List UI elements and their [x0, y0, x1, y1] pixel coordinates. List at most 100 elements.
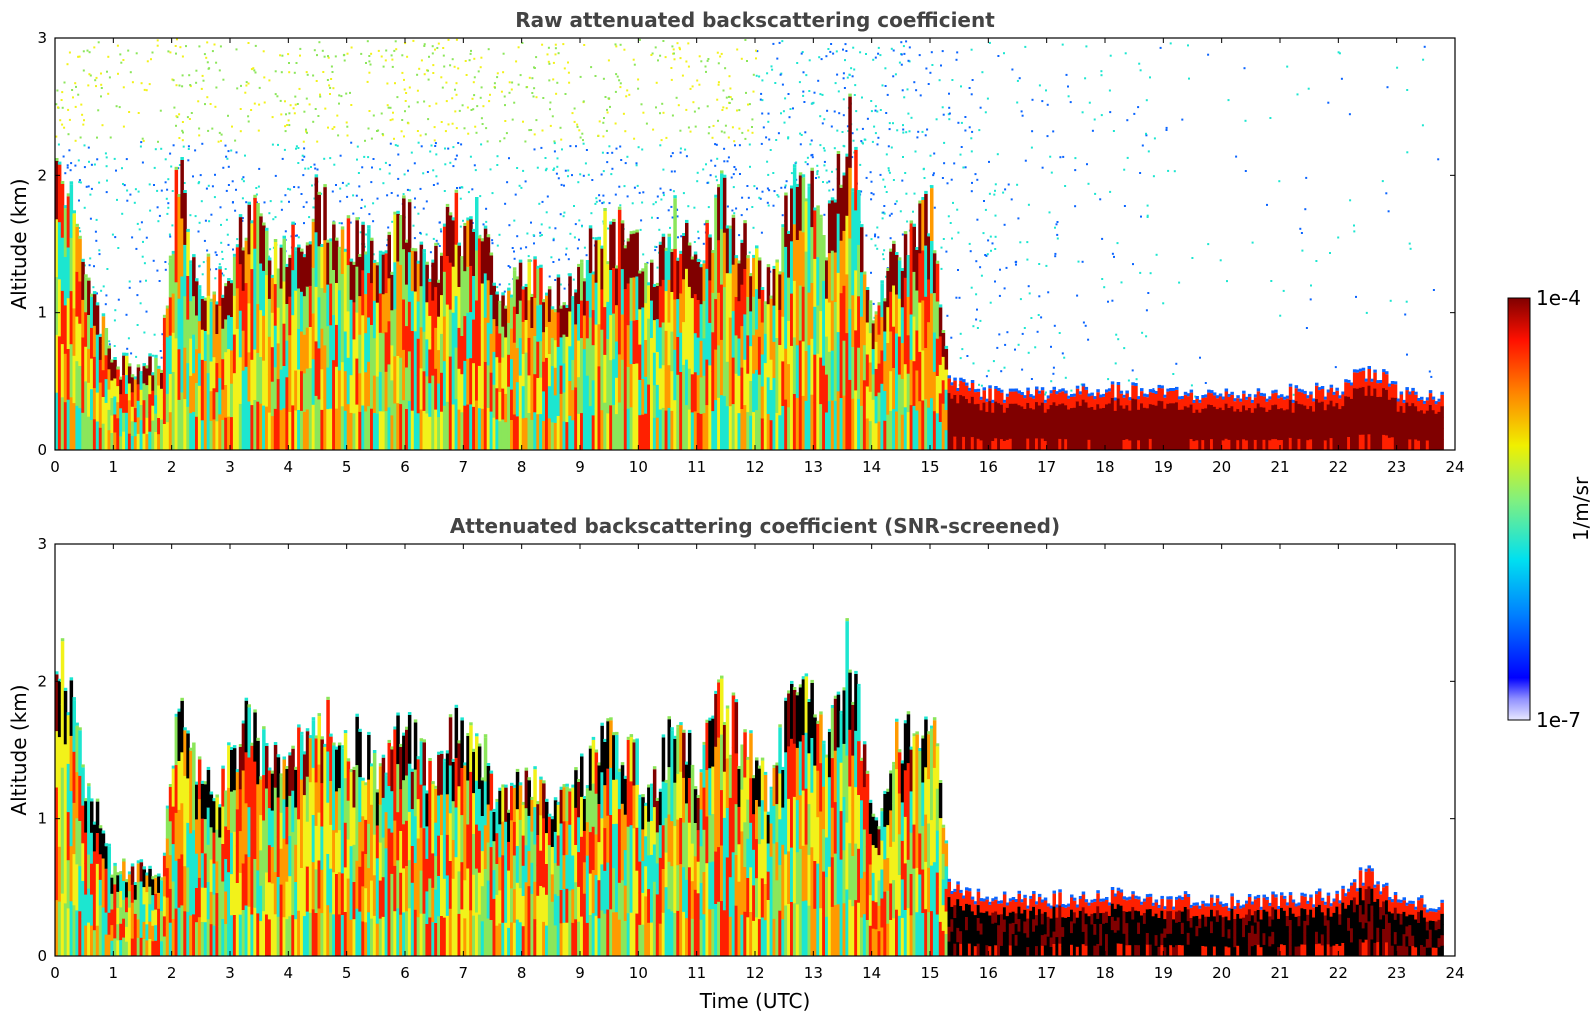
backscatter-cell [880, 316, 884, 351]
backscatter-cell [1402, 402, 1406, 413]
noise-pixel [661, 102, 664, 105]
noise-pixel [556, 165, 559, 168]
backscatter-cell [804, 350, 809, 401]
backscatter-cell [297, 328, 301, 370]
noise-pixel [942, 113, 945, 116]
backscatter-cell [384, 253, 389, 294]
noise-pixel [1011, 68, 1014, 71]
backscatter-cell [889, 370, 893, 411]
cloud-top-cell [801, 174, 806, 178]
noise-pixel [1030, 146, 1033, 149]
cloud-top-cell [113, 357, 117, 360]
backscatter-cell [1352, 372, 1357, 389]
backscatter-cell [1166, 438, 1170, 450]
cloud-top-cell [746, 255, 750, 259]
cloud-top-cell [792, 164, 797, 168]
backscatter-cell [425, 301, 429, 340]
backscatter-cell [746, 296, 750, 336]
backscatter-cell [1230, 405, 1234, 418]
backscatter-cell [1224, 438, 1229, 450]
backscatter-cell [892, 367, 896, 410]
noise-pixel [138, 228, 141, 231]
backscatter-cell [445, 401, 450, 450]
cloud-top-cell [755, 245, 759, 249]
noise-pixel [557, 52, 560, 55]
cloud-top-cell [1075, 385, 1080, 389]
noise-pixel [257, 185, 260, 188]
backscatter-cell [521, 321, 526, 354]
noise-pixel [342, 54, 345, 57]
backscatter-cell [101, 396, 106, 424]
backscatter-cell [483, 228, 488, 274]
backscatter-cell [390, 274, 394, 311]
noise-pixel [451, 58, 454, 61]
backscatter-cell [66, 399, 71, 450]
backscatter-cell [1119, 405, 1124, 417]
backscatter-cell [851, 191, 855, 244]
noise-pixel [395, 48, 398, 51]
backscatter-cell [921, 400, 925, 450]
backscatter-cell [1385, 389, 1389, 406]
backscatter-cell [585, 300, 590, 339]
noise-pixel [607, 227, 610, 230]
noise-pixel [571, 112, 574, 115]
backscatter-cell [1055, 394, 1059, 406]
backscatter-cell [72, 402, 76, 450]
backscatter-cell [72, 904, 76, 956]
noise-pixel [919, 94, 922, 97]
backscatter-cell [670, 251, 674, 292]
backscatter-cell [1087, 417, 1091, 430]
backscatter-cell [1145, 428, 1150, 440]
backscatter-cell [1201, 439, 1205, 450]
noise-pixel [843, 87, 846, 89]
backscatter-cell [848, 167, 852, 239]
noise-pixel [408, 189, 411, 192]
backscatter-cell [171, 293, 176, 333]
backscatter-cell [714, 349, 718, 401]
noise-pixel [108, 343, 111, 346]
cloud-top-cell [1177, 396, 1182, 400]
backscatter-cell [1434, 413, 1439, 423]
backscatter-cell [1175, 401, 1179, 415]
cloud-top-cell [1017, 390, 1021, 394]
cloud-top-cell [775, 259, 779, 263]
backscatter-cell [1245, 399, 1249, 411]
noise-pixel [933, 152, 936, 155]
backscatter-cell [944, 389, 949, 410]
backscatter-cell [842, 285, 846, 341]
backscatter-cell [1212, 395, 1217, 407]
cloud-top-cell [594, 237, 599, 241]
noise-pixel [620, 159, 623, 161]
noise-pixel [405, 92, 408, 94]
backscatter-cell [705, 359, 709, 406]
noise-pixel [755, 49, 757, 52]
noise-pixel [594, 75, 597, 77]
noise-pixel [822, 181, 824, 183]
backscatter-cell [833, 400, 838, 450]
backscatter-cell [1081, 424, 1086, 438]
backscatter-cell [346, 403, 351, 450]
noise-pixel [1024, 159, 1027, 162]
noise-pixel [541, 43, 544, 46]
noise-pixel [540, 146, 543, 149]
backscatter-cell [889, 251, 893, 292]
backscatter-cell [203, 390, 208, 421]
backscatter-cell [1005, 396, 1010, 408]
noise-pixel [552, 78, 555, 81]
backscatter-cell [90, 388, 94, 420]
noise-pixel [372, 158, 375, 160]
backscatter-cell [556, 311, 561, 347]
backscatter-cell [892, 408, 896, 450]
noise-pixel [677, 104, 680, 107]
cloud-top-cell [539, 264, 543, 268]
noise-pixel [1017, 343, 1020, 346]
cloud-top-cell [1078, 391, 1083, 395]
noise-pixel [968, 242, 971, 245]
backscatter-cell [1379, 423, 1383, 438]
noise-pixel [376, 130, 378, 132]
noise-pixel [560, 138, 563, 141]
backscatter-cell [956, 414, 960, 427]
noise-pixel [219, 45, 222, 48]
noise-pixel [423, 100, 426, 103]
noise-pixel [454, 110, 457, 113]
